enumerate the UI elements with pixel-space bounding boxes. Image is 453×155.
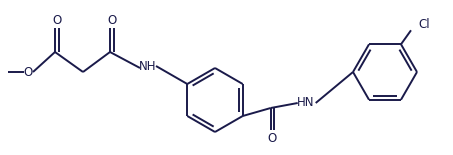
Text: Cl: Cl	[418, 18, 429, 31]
Text: O: O	[24, 66, 33, 78]
Text: O: O	[268, 131, 277, 144]
Text: O: O	[53, 13, 62, 27]
Text: O: O	[107, 13, 116, 27]
Text: NH: NH	[139, 60, 157, 73]
Text: HN: HN	[297, 97, 314, 109]
